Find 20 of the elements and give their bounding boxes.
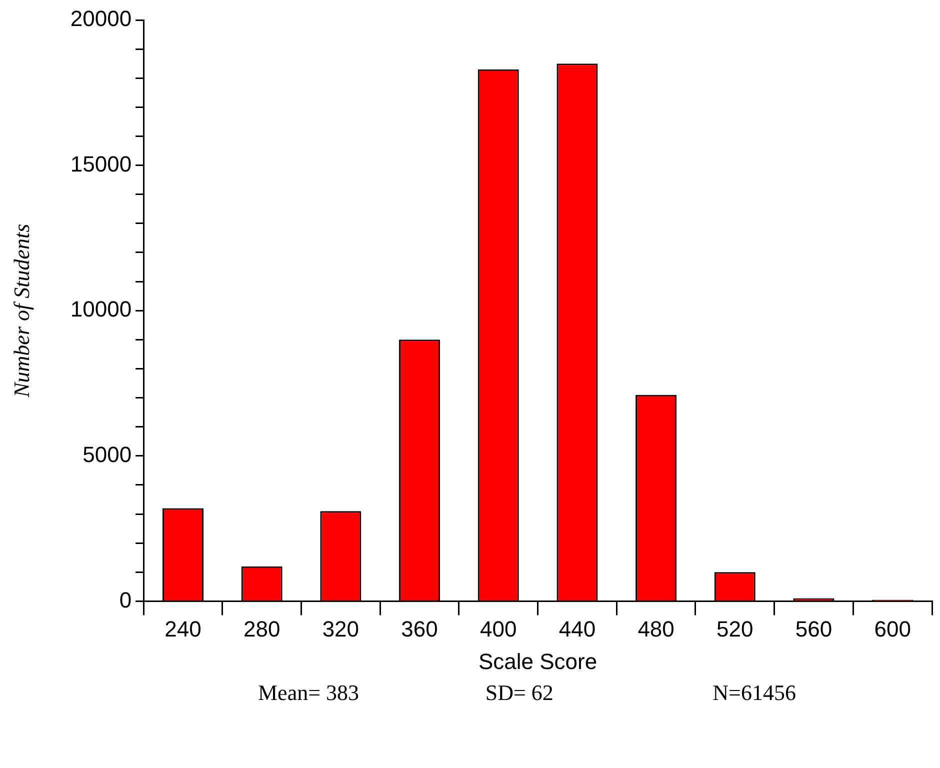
x-tick-label: 600 (874, 616, 911, 642)
y-tick-label: 5000 (82, 442, 132, 467)
text: SD= 62 (485, 680, 554, 706)
y-tick-label: 20000 (70, 6, 132, 32)
x-tick-label: 480 (638, 616, 674, 642)
y-tick-label: 0 (119, 587, 132, 612)
x-tick-label: 560 (795, 616, 832, 642)
x-tick-label: 440 (558, 616, 596, 642)
x-tick-label: 240 (164, 616, 202, 642)
x-axis-title: Scale Score (478, 648, 598, 674)
x-tick-label: 520 (716, 616, 754, 642)
y-tick-label: 15000 (70, 151, 132, 176)
text: Mean= 383 (258, 680, 360, 706)
x-tick-label: 320 (322, 616, 360, 642)
y-axis-title: Number of Students (8, 224, 34, 398)
x-tick-label: 400 (480, 616, 517, 642)
x-tick-label: 280 (243, 616, 280, 642)
x-tick-label: 360 (401, 616, 438, 642)
text: N=61456 (712, 680, 797, 706)
y-tick-label: 10000 (70, 296, 132, 322)
